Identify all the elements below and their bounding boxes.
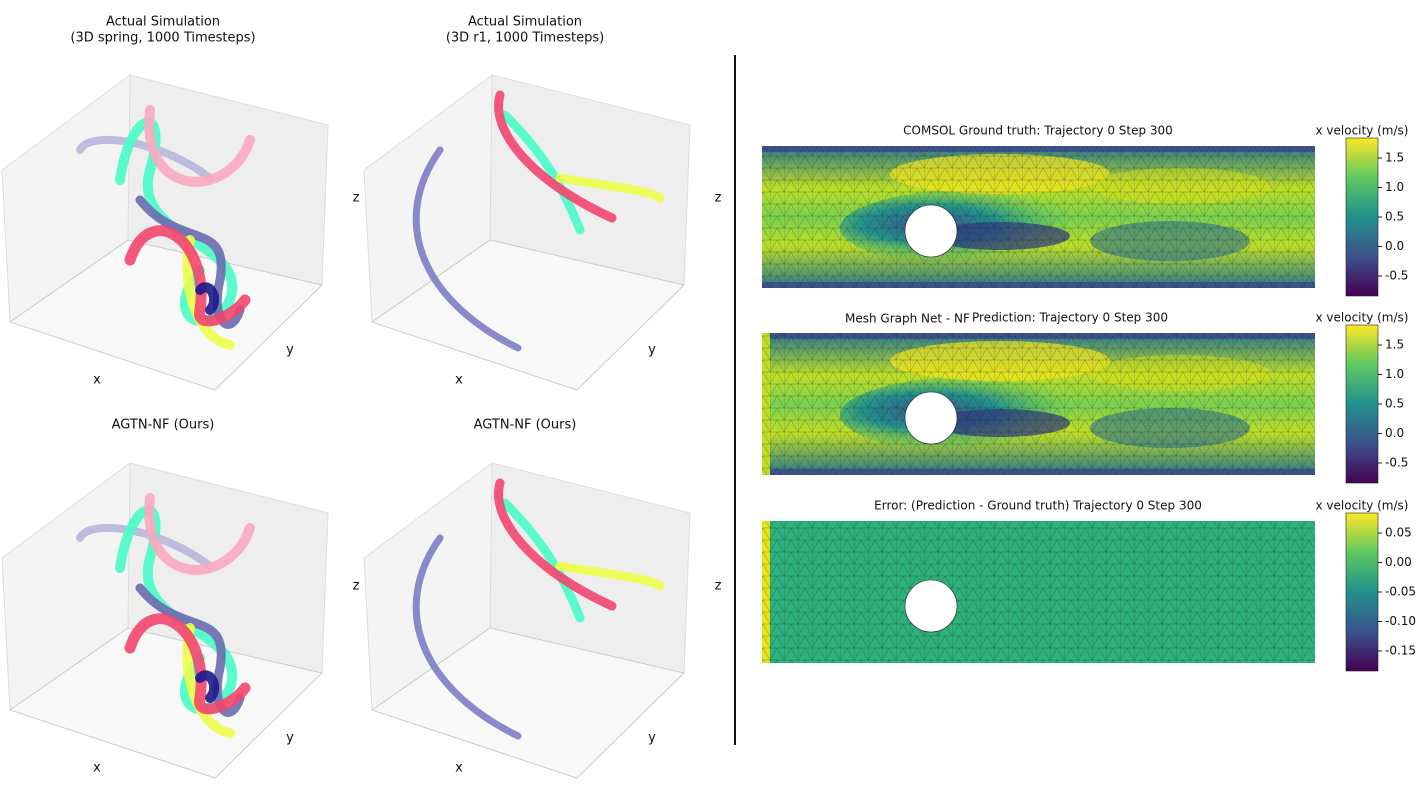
colorbar-tick-label: 0.0: [1385, 426, 1404, 440]
colorbar-tick-label: -0.5: [1385, 456, 1408, 470]
colorbar-tick-label: 0.00: [1385, 555, 1412, 569]
z-label: z: [715, 191, 722, 206]
trajectory: [500, 110, 585, 235]
x-label: x: [93, 761, 101, 776]
panel-subtitle: (3D r1, 1000 Timesteps): [446, 31, 604, 46]
colorbar-tick-label: 1.0: [1385, 367, 1404, 381]
x-label: x: [455, 373, 463, 388]
colorbar: [1345, 137, 1379, 297]
colorbar-tick-label: 0.5: [1385, 210, 1404, 224]
colorbar-tick-label: 0.05: [1385, 526, 1412, 540]
mesh: [762, 521, 1315, 663]
side-label: Mesh Graph Net - NF: [845, 312, 970, 326]
y-label: y: [648, 731, 656, 746]
trajectory: [195, 670, 220, 703]
field-panel: Error: (Prediction - Ground truth) Traje…: [762, 499, 1416, 672]
cylinder: [904, 204, 958, 258]
floor: [370, 239, 686, 391]
trajectory: [494, 90, 617, 223]
mesh: [762, 333, 1315, 475]
colorbar-label: x velocity (m/s): [1316, 311, 1409, 325]
field-title: Prediction: Trajectory 0 Step 300: [972, 311, 1168, 325]
z-label: z: [353, 191, 360, 206]
colorbar-tick-label: -0.15: [1385, 644, 1416, 658]
field-title: Error: (Prediction - Ground truth) Traje…: [874, 499, 1202, 513]
floor: [8, 627, 324, 779]
panel-subtitle: (3D spring, 1000 Timesteps): [70, 31, 255, 46]
trajectory: [135, 195, 245, 329]
trajectory: [144, 105, 255, 187]
field-panel: COMSOL Ground truth: Trajectory 0 Step 3…: [762, 124, 1408, 297]
colorbar-tick-label: 0.0: [1385, 239, 1404, 253]
y-label: y: [648, 343, 656, 358]
panel-title: AGTN-NF (Ours): [112, 418, 215, 433]
colorbar-tick-label: -0.05: [1385, 585, 1416, 599]
trajectory: [494, 478, 617, 611]
plot-3d: AGTN-NF (Ours) x y z: [363, 418, 722, 779]
field-title: COMSOL Ground truth: Trajectory 0 Step 3…: [903, 124, 1173, 138]
y-label: y: [286, 343, 294, 358]
floor: [8, 239, 324, 391]
plot-3d: Actual Simulation(3D r1, 1000 Timesteps)…: [363, 15, 722, 391]
colorbar-tick-label: 1.5: [1385, 338, 1404, 352]
colorbar-label: x velocity (m/s): [1316, 124, 1409, 138]
cylinder: [904, 391, 958, 445]
y-label: y: [286, 731, 294, 746]
trajectory: [195, 282, 220, 315]
plot-3d: Actual Simulation(3D spring, 1000 Timest…: [1, 15, 360, 391]
colorbar: [1345, 324, 1379, 484]
z-label: z: [715, 579, 722, 594]
colorbar-tick-label: -0.5: [1385, 269, 1408, 283]
trajectory: [144, 493, 255, 575]
floor: [370, 627, 686, 779]
panel-title: Actual Simulation: [468, 15, 582, 30]
trajectory: [555, 173, 665, 203]
colorbar: [1345, 512, 1379, 672]
z-label: z: [353, 579, 360, 594]
colorbar-tick-label: 1.5: [1385, 151, 1404, 165]
cylinder: [904, 579, 958, 633]
colorbar-tick-label: 0.5: [1385, 397, 1404, 411]
trajectory: [412, 146, 522, 352]
colorbar-tick-label: -0.10: [1385, 614, 1416, 628]
panel-title: Actual Simulation: [106, 15, 220, 30]
trajectory: [412, 534, 522, 740]
trajectory: [500, 498, 585, 623]
colorbar-label: x velocity (m/s): [1316, 499, 1409, 513]
colorbar-tick-label: 1.0: [1385, 180, 1404, 194]
plot-3d: AGTN-NF (Ours) x y z: [1, 418, 360, 779]
trajectory: [135, 583, 245, 717]
trajectory: [555, 561, 665, 591]
x-label: x: [455, 761, 463, 776]
x-label: x: [93, 373, 101, 388]
mesh: [762, 146, 1315, 288]
panel-title: AGTN-NF (Ours): [474, 418, 577, 433]
